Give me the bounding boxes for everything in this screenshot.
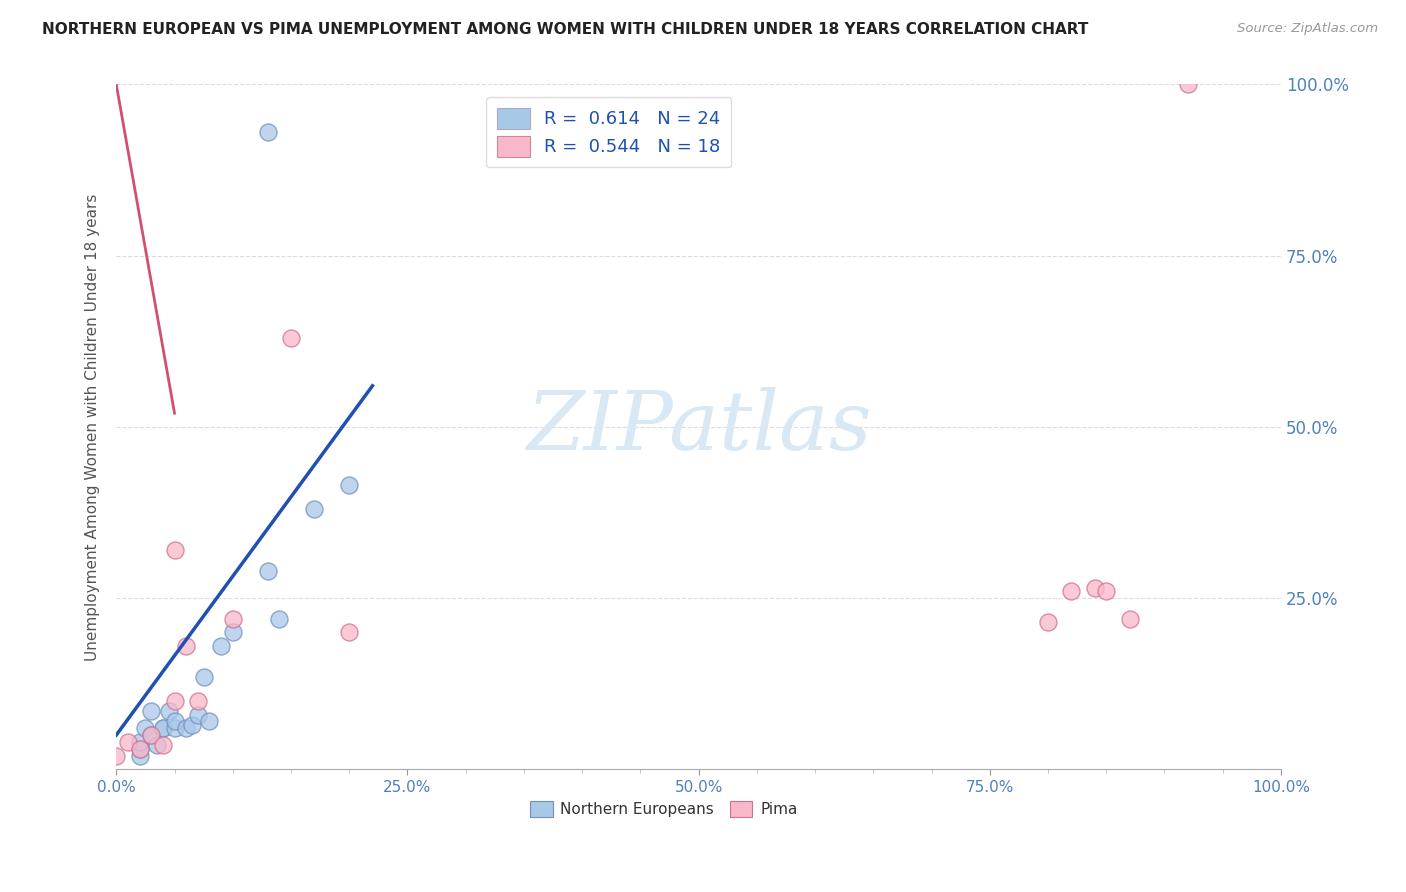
Text: NORTHERN EUROPEAN VS PIMA UNEMPLOYMENT AMONG WOMEN WITH CHILDREN UNDER 18 YEARS : NORTHERN EUROPEAN VS PIMA UNEMPLOYMENT A… <box>42 22 1088 37</box>
Point <box>163 694 186 708</box>
Point <box>128 748 150 763</box>
Point <box>1084 581 1107 595</box>
Point <box>105 748 128 763</box>
Point <box>128 741 150 756</box>
Legend: Northern Europeans, Pima: Northern Europeans, Pima <box>524 795 804 823</box>
Point <box>152 739 174 753</box>
Point <box>152 721 174 735</box>
Point <box>187 707 209 722</box>
Point <box>222 612 245 626</box>
Point <box>134 721 156 735</box>
Point <box>1060 584 1083 599</box>
Point <box>141 704 163 718</box>
Point <box>141 728 163 742</box>
Point <box>269 612 291 626</box>
Point <box>337 625 360 640</box>
Point <box>1036 615 1059 629</box>
Point <box>337 478 360 492</box>
Point <box>187 694 209 708</box>
Y-axis label: Unemployment Among Women with Children Under 18 years: Unemployment Among Women with Children U… <box>86 194 100 661</box>
Point <box>280 331 302 345</box>
Point <box>1118 612 1140 626</box>
Point <box>1177 78 1199 92</box>
Point <box>117 735 139 749</box>
Point <box>304 502 326 516</box>
Point <box>222 625 245 640</box>
Point <box>256 564 278 578</box>
Point <box>198 714 221 729</box>
Point <box>256 125 278 139</box>
Point <box>146 739 169 753</box>
Point <box>128 741 150 756</box>
Point <box>163 543 186 558</box>
Point <box>193 670 215 684</box>
Point <box>152 721 174 735</box>
Point <box>157 704 180 718</box>
Point <box>128 735 150 749</box>
Point <box>174 721 197 735</box>
Point <box>1095 584 1118 599</box>
Point <box>163 714 186 729</box>
Point <box>163 721 186 735</box>
Point <box>141 728 163 742</box>
Point <box>209 639 232 653</box>
Text: Source: ZipAtlas.com: Source: ZipAtlas.com <box>1237 22 1378 36</box>
Point <box>181 718 204 732</box>
Text: ZIPatlas: ZIPatlas <box>526 387 872 467</box>
Point <box>174 639 197 653</box>
